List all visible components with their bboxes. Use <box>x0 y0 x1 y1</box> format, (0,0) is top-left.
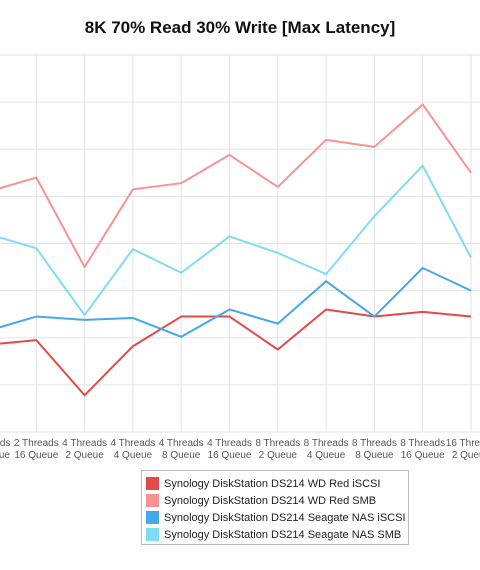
x-tick-label: 4 Threads 8 Queue <box>159 438 204 461</box>
series-line-0 <box>0 308 472 397</box>
legend-item: Synology DiskStation DS214 Seagate NAS i… <box>146 509 408 526</box>
legend-swatch <box>146 494 159 507</box>
legend-label: Synology DiskStation DS214 WD Red iSCSI <box>164 477 381 490</box>
x-tick-label: 4 Threads 16 Queue <box>207 438 252 461</box>
x-tick-label: 8 Threads 2 Queue <box>255 438 300 461</box>
x-tick-label: 4 Threads 4 Queue <box>110 438 155 461</box>
legend-swatch <box>146 528 159 541</box>
legend: Synology DiskStation DS214 WD Red iSCSI S… <box>141 470 409 545</box>
x-tick-label: 8 Threads 8 Queue <box>352 438 397 461</box>
x-tick-label: 2 Threads 16 Queue <box>14 438 59 461</box>
chart-title: 8K 70% Read 30% Write [Max Latency] <box>84 18 396 37</box>
legend-label: Synology DiskStation DS214 WD Red SMB <box>164 494 377 507</box>
legend-swatch <box>146 477 159 490</box>
legend-item: Synology DiskStation DS214 Seagate NAS S… <box>146 526 408 543</box>
x-tick-label: 4 Threads 2 Queue <box>62 438 107 461</box>
legend-item: Synology DiskStation DS214 WD Red SMB <box>146 492 408 509</box>
legend-swatch <box>146 511 159 524</box>
x-tick-label: 8 Threads 4 Queue <box>304 438 349 461</box>
x-tick-label: 8 Threads 16 Queue <box>400 438 445 461</box>
series-lines <box>0 103 472 397</box>
series-line-1 <box>0 103 472 269</box>
legend-item: Synology DiskStation DS214 WD Red iSCSI <box>146 475 408 492</box>
series-line-2 <box>0 267 472 338</box>
legend-label: Synology DiskStation DS214 Seagate NAS i… <box>164 511 406 524</box>
legend-label: Synology DiskStation DS214 Seagate NAS S… <box>164 528 402 541</box>
series-line-3 <box>0 164 472 317</box>
